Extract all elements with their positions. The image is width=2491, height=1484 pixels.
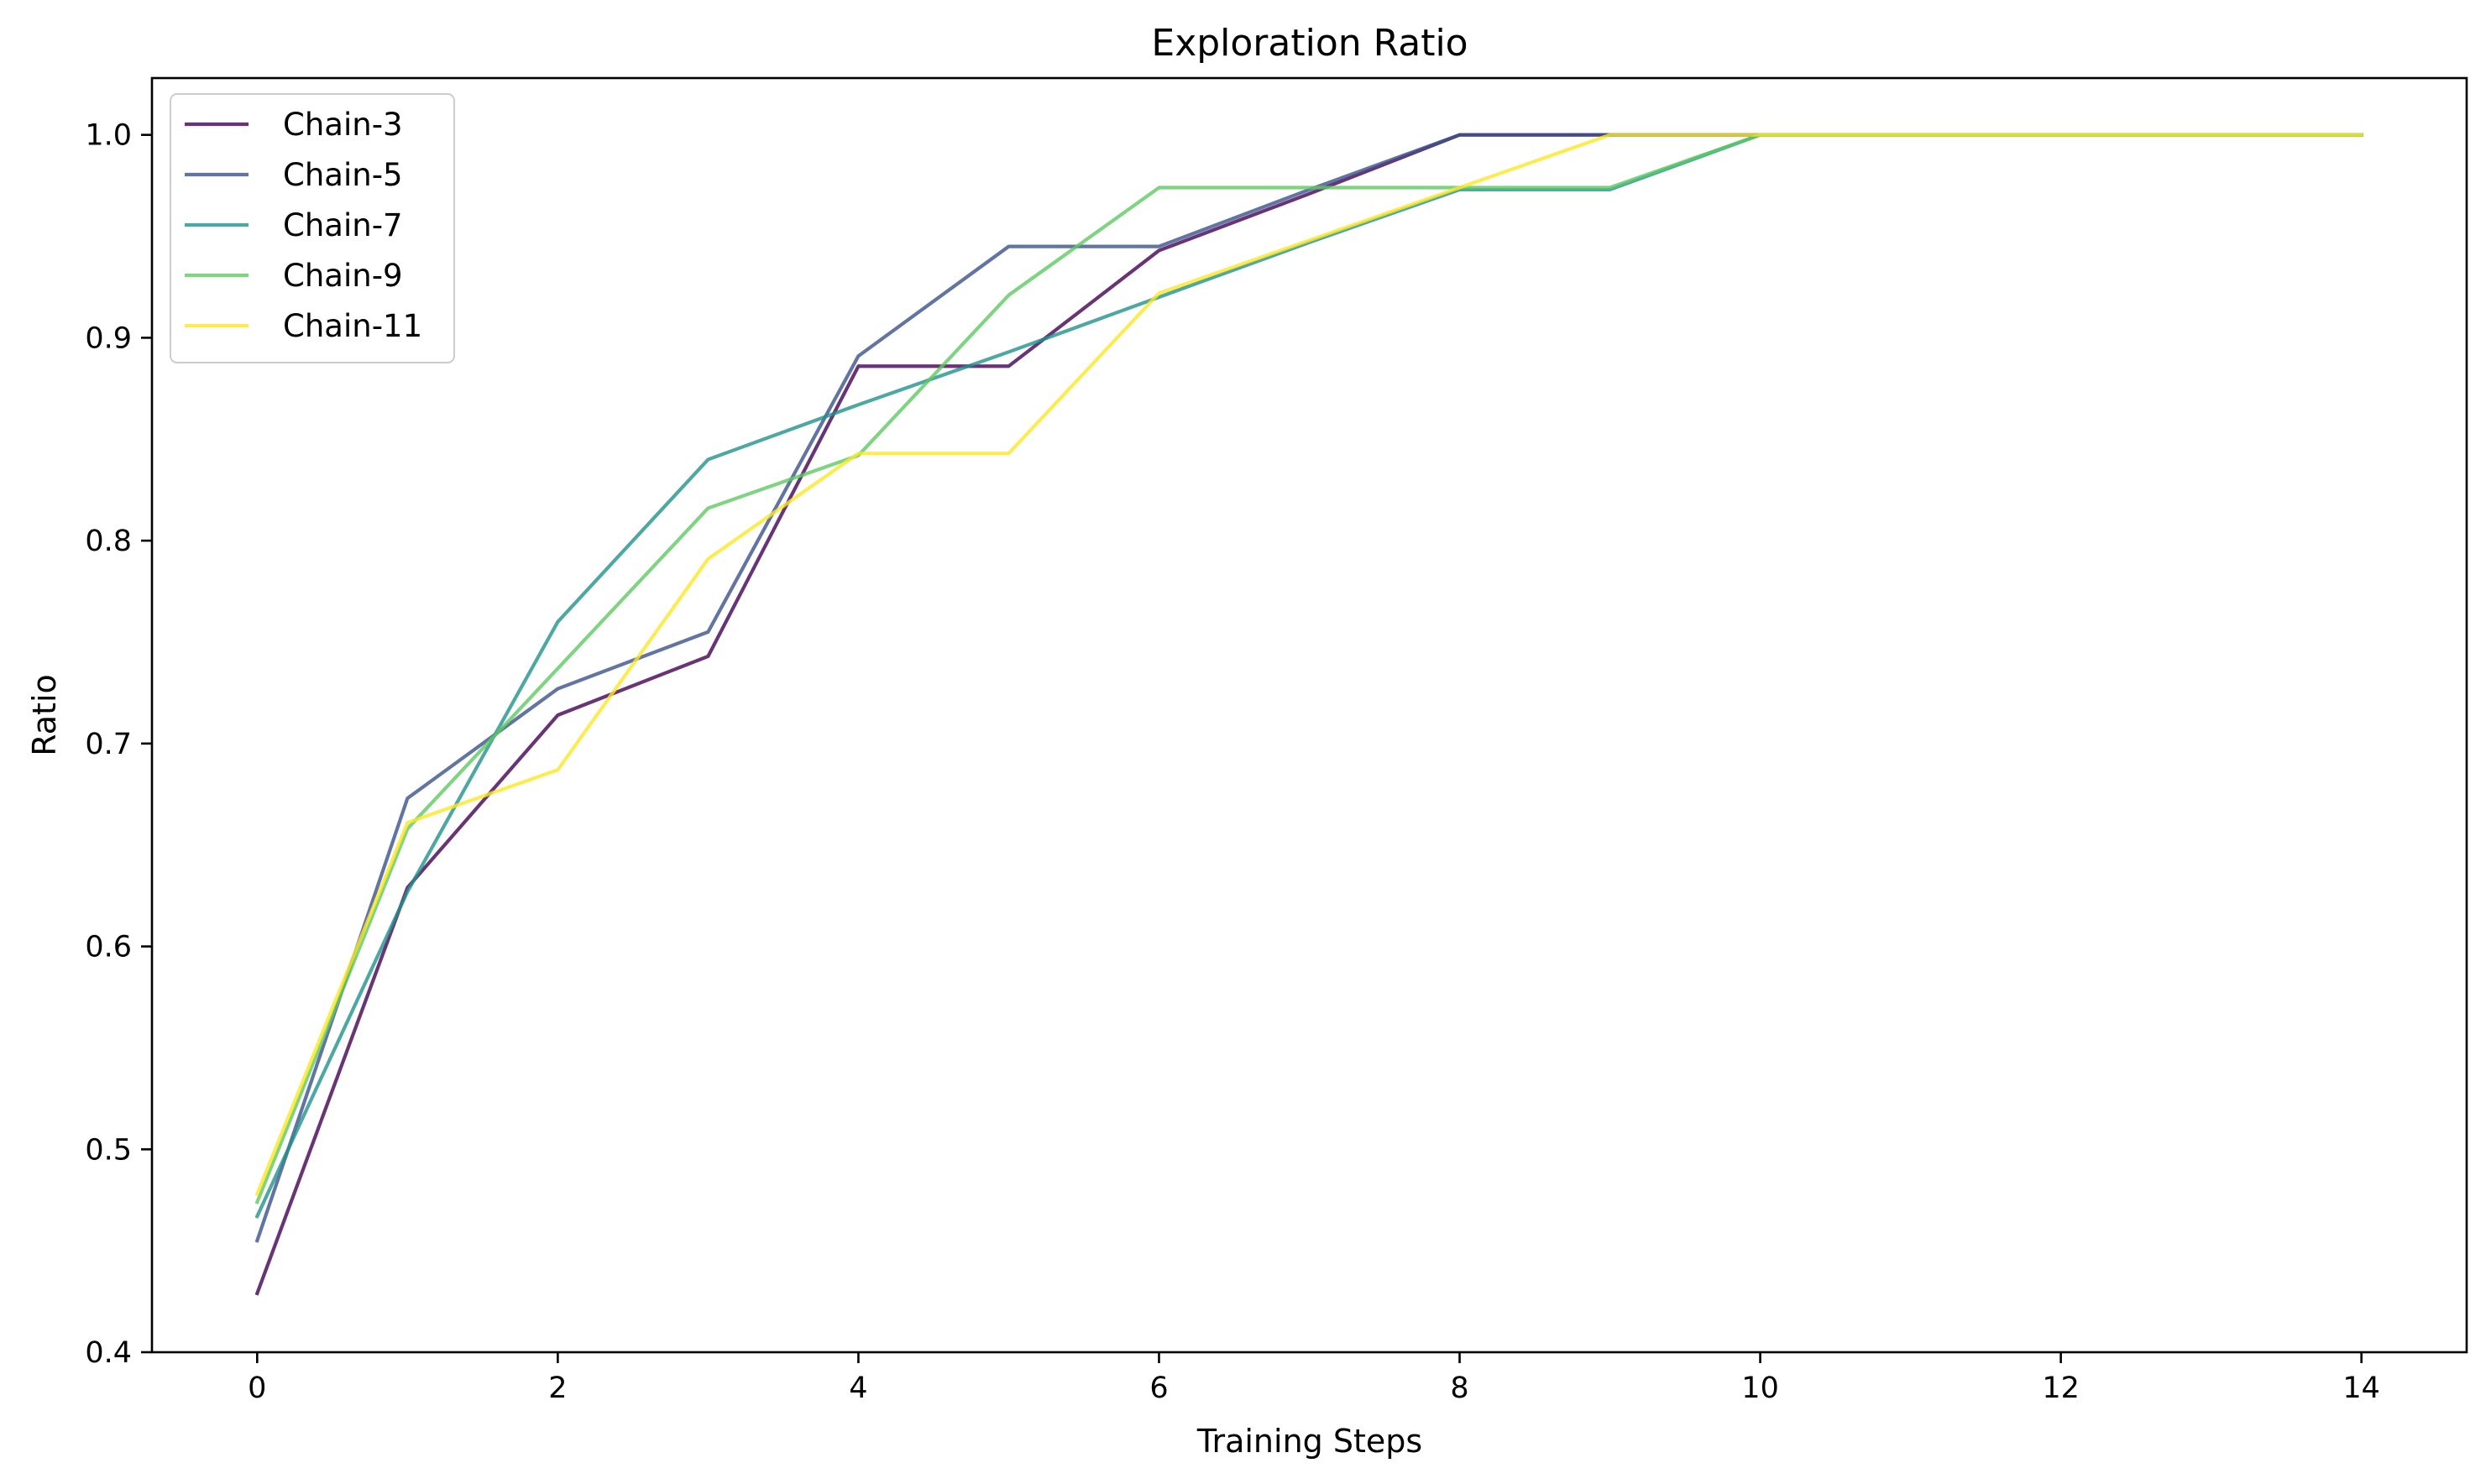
x-axis: 0 2 4 6 8 10 12 14	[248, 1352, 2380, 1405]
x-tick-label: 0	[248, 1372, 266, 1405]
x-tick-label: 6	[1149, 1372, 1168, 1405]
y-tick-label: 0.8	[85, 525, 132, 558]
x-tick-label: 10	[1741, 1372, 1779, 1405]
plot-frame	[150, 76, 2468, 1354]
series-line-chain-11	[254, 133, 2363, 1197]
x-tick-label: 4	[849, 1372, 867, 1405]
y-tick-label: 0.6	[85, 931, 132, 964]
legend-label-chain-9: Chain-9	[283, 258, 403, 294]
x-tick-label: 12	[2042, 1372, 2080, 1405]
y-tick-label: 0.5	[85, 1133, 132, 1167]
y-axis-label: Ratio	[26, 674, 63, 756]
x-axis-label: Training Steps	[1196, 1423, 1422, 1460]
x-tick-label: 2	[548, 1372, 567, 1405]
y-tick-label: 0.9	[85, 321, 132, 355]
y-tick-label: 1.0	[85, 119, 132, 153]
legend-label-chain-5: Chain-5	[283, 157, 403, 193]
legend-label-chain-7: Chain-7	[283, 207, 403, 243]
legend-label-chain-3: Chain-3	[283, 107, 403, 143]
series-layer	[254, 133, 2363, 1296]
legend-label-chain-11: Chain-11	[283, 308, 422, 344]
x-tick-label: 14	[2342, 1372, 2380, 1405]
y-tick-label: 0.4	[85, 1336, 132, 1370]
y-tick-label: 0.7	[85, 728, 132, 761]
y-axis: 0.4 0.5 0.6 0.7 0.8 0.9 1.0	[85, 119, 152, 1370]
chart-title: Exploration Ratio	[1151, 22, 1468, 65]
legend: Chain-3 Chain-5 Chain-7 Chain-9 Chain-11	[170, 93, 455, 363]
legend-box	[170, 93, 455, 363]
x-tick-label: 8	[1450, 1372, 1468, 1405]
